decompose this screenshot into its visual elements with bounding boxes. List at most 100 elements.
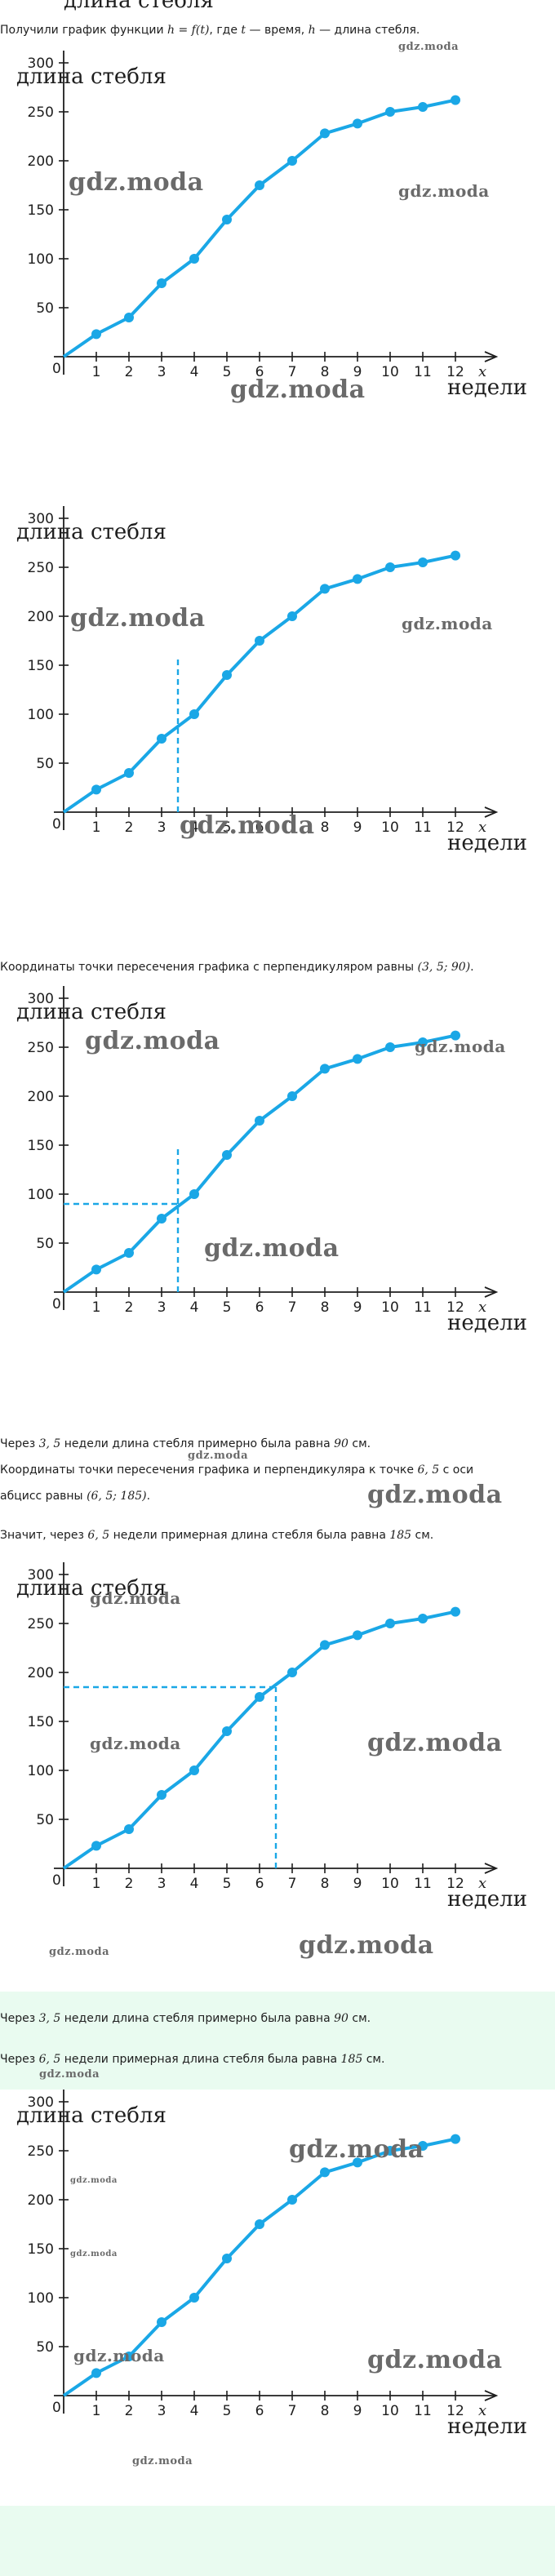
data-point bbox=[222, 1150, 232, 1160]
x-axis-letter: x bbox=[478, 1299, 486, 1316]
intersection-text-1: Координаты точки пересечения графика с п… bbox=[0, 961, 474, 974]
x-tick-label: 11 bbox=[414, 1299, 432, 1316]
data-point bbox=[189, 1765, 199, 1775]
data-point bbox=[385, 562, 395, 572]
x-tick-label: 7 bbox=[288, 1876, 297, 1892]
data-point bbox=[91, 1841, 101, 1851]
x-tick-label: 3 bbox=[158, 1299, 166, 1316]
origin-label: 0 bbox=[52, 2400, 61, 2416]
x-tick-label: 2 bbox=[125, 1299, 134, 1316]
watermark: gdz.moda bbox=[398, 41, 460, 53]
watermark: gdz.moda bbox=[90, 1734, 181, 1753]
y-tick-label: 300 bbox=[28, 511, 54, 527]
data-point bbox=[451, 1606, 460, 1617]
x-tick-label: 10 bbox=[381, 1299, 399, 1316]
data-point bbox=[320, 1064, 330, 1074]
x-tick-label: 5 bbox=[223, 2403, 232, 2419]
y-tick-label: 100 bbox=[28, 1763, 54, 1779]
x-tick-label: 11 bbox=[414, 1876, 432, 1892]
data-point bbox=[385, 1619, 395, 1628]
data-point bbox=[255, 636, 264, 646]
watermark: gdz.moda bbox=[289, 2135, 424, 2164]
y-tick-label: 100 bbox=[28, 251, 54, 268]
data-point bbox=[222, 215, 232, 224]
y-axis-title: длина стебля bbox=[16, 520, 166, 544]
watermark: gdz.moda bbox=[230, 375, 366, 404]
watermark: gdz.moda bbox=[367, 2346, 503, 2374]
data-point bbox=[320, 2167, 330, 2178]
x-tick-label: 10 bbox=[381, 1876, 399, 1892]
x-tick-label: 7 bbox=[288, 819, 297, 836]
x-axis-arrow bbox=[484, 1863, 499, 1874]
data-point bbox=[418, 102, 428, 112]
data-point bbox=[124, 2352, 134, 2361]
x-tick-label: 10 bbox=[381, 819, 399, 836]
watermark: gdz.moda bbox=[49, 1946, 110, 1958]
x-tick-label: 12 bbox=[446, 1299, 464, 1316]
y-tick-label: 150 bbox=[28, 658, 54, 674]
data-point bbox=[353, 118, 362, 129]
data-point bbox=[255, 180, 264, 190]
y-tick-label: 150 bbox=[28, 202, 54, 219]
x-tick-label: 11 bbox=[414, 2403, 432, 2419]
x-tick-label: 9 bbox=[353, 819, 362, 836]
y-tick-label: 300 bbox=[28, 1567, 54, 1583]
data-point bbox=[418, 557, 428, 567]
summary-band bbox=[0, 1992, 555, 2090]
x-tick-label: 8 bbox=[321, 364, 330, 380]
origin-label: 0 bbox=[52, 361, 61, 377]
data-point bbox=[287, 156, 297, 166]
data-point bbox=[157, 1214, 166, 1224]
y-axis-title: длина стебля bbox=[16, 2103, 166, 2128]
x-tick-label: 11 bbox=[414, 819, 432, 836]
intersection-text-2b: абцисс равны (6, 5; 185). bbox=[0, 1490, 151, 1503]
origin-label: 0 bbox=[52, 1296, 61, 1312]
y-tick-label: 150 bbox=[28, 2241, 54, 2258]
data-point bbox=[287, 2195, 297, 2205]
watermark: gdz.moda bbox=[132, 2455, 193, 2467]
data-point bbox=[222, 670, 232, 680]
y-tick-label: 100 bbox=[28, 1187, 54, 1203]
watermark: gdz.moda bbox=[188, 1450, 249, 1462]
chart-4: длина стебляyxнедели05010015020025030012… bbox=[0, 1562, 555, 1970]
data-point bbox=[353, 574, 362, 584]
data-point bbox=[353, 1630, 362, 1641]
x-tick-label: 1 bbox=[92, 819, 101, 836]
x-tick-label: 8 bbox=[321, 1299, 330, 1316]
y-tick-label: 300 bbox=[28, 56, 54, 72]
data-point bbox=[287, 1668, 297, 1677]
x-tick-label: 12 bbox=[446, 819, 464, 836]
y-tick-label: 50 bbox=[36, 2339, 54, 2356]
x-tick-label: 10 bbox=[381, 364, 399, 380]
data-point bbox=[189, 709, 199, 719]
data-point bbox=[124, 1248, 134, 1258]
data-point bbox=[353, 2157, 362, 2168]
data-point bbox=[255, 1692, 264, 1702]
data-point bbox=[157, 734, 166, 744]
intro-text: Получили график функции h = f(t), где t … bbox=[0, 24, 420, 37]
data-point bbox=[124, 1824, 134, 1834]
x-axis-title: недели bbox=[447, 831, 527, 855]
data-point bbox=[385, 1042, 395, 1052]
data-point bbox=[222, 1726, 232, 1736]
origin-label: 0 bbox=[52, 1872, 61, 1889]
data-point bbox=[124, 313, 134, 322]
y-tick-label: 100 bbox=[28, 2290, 54, 2307]
origin-label: 0 bbox=[52, 816, 61, 833]
data-point bbox=[287, 1091, 297, 1101]
line-chart: длина стебляyxнедели05010015020025030012… bbox=[16, 506, 527, 855]
result-text-1: Через 3, 5 недели длина стебля примерно … bbox=[0, 1437, 371, 1450]
data-point bbox=[320, 128, 330, 139]
y-axis-title: длина стебля bbox=[16, 1000, 166, 1024]
x-axis-arrow bbox=[484, 1286, 499, 1298]
watermark: gdz.moda bbox=[367, 1729, 503, 1757]
x-tick-label: 7 bbox=[288, 1299, 297, 1316]
data-point bbox=[124, 768, 134, 778]
x-axis-title: недели bbox=[447, 375, 527, 400]
y-tick-label: 50 bbox=[36, 300, 54, 317]
watermark: gdz.moda bbox=[204, 1234, 340, 1263]
series-line bbox=[62, 98, 456, 358]
data-point bbox=[451, 2134, 460, 2144]
chart-2: длина стебляyxнедели05010015020025030012… bbox=[0, 506, 555, 922]
data-point bbox=[91, 329, 101, 340]
